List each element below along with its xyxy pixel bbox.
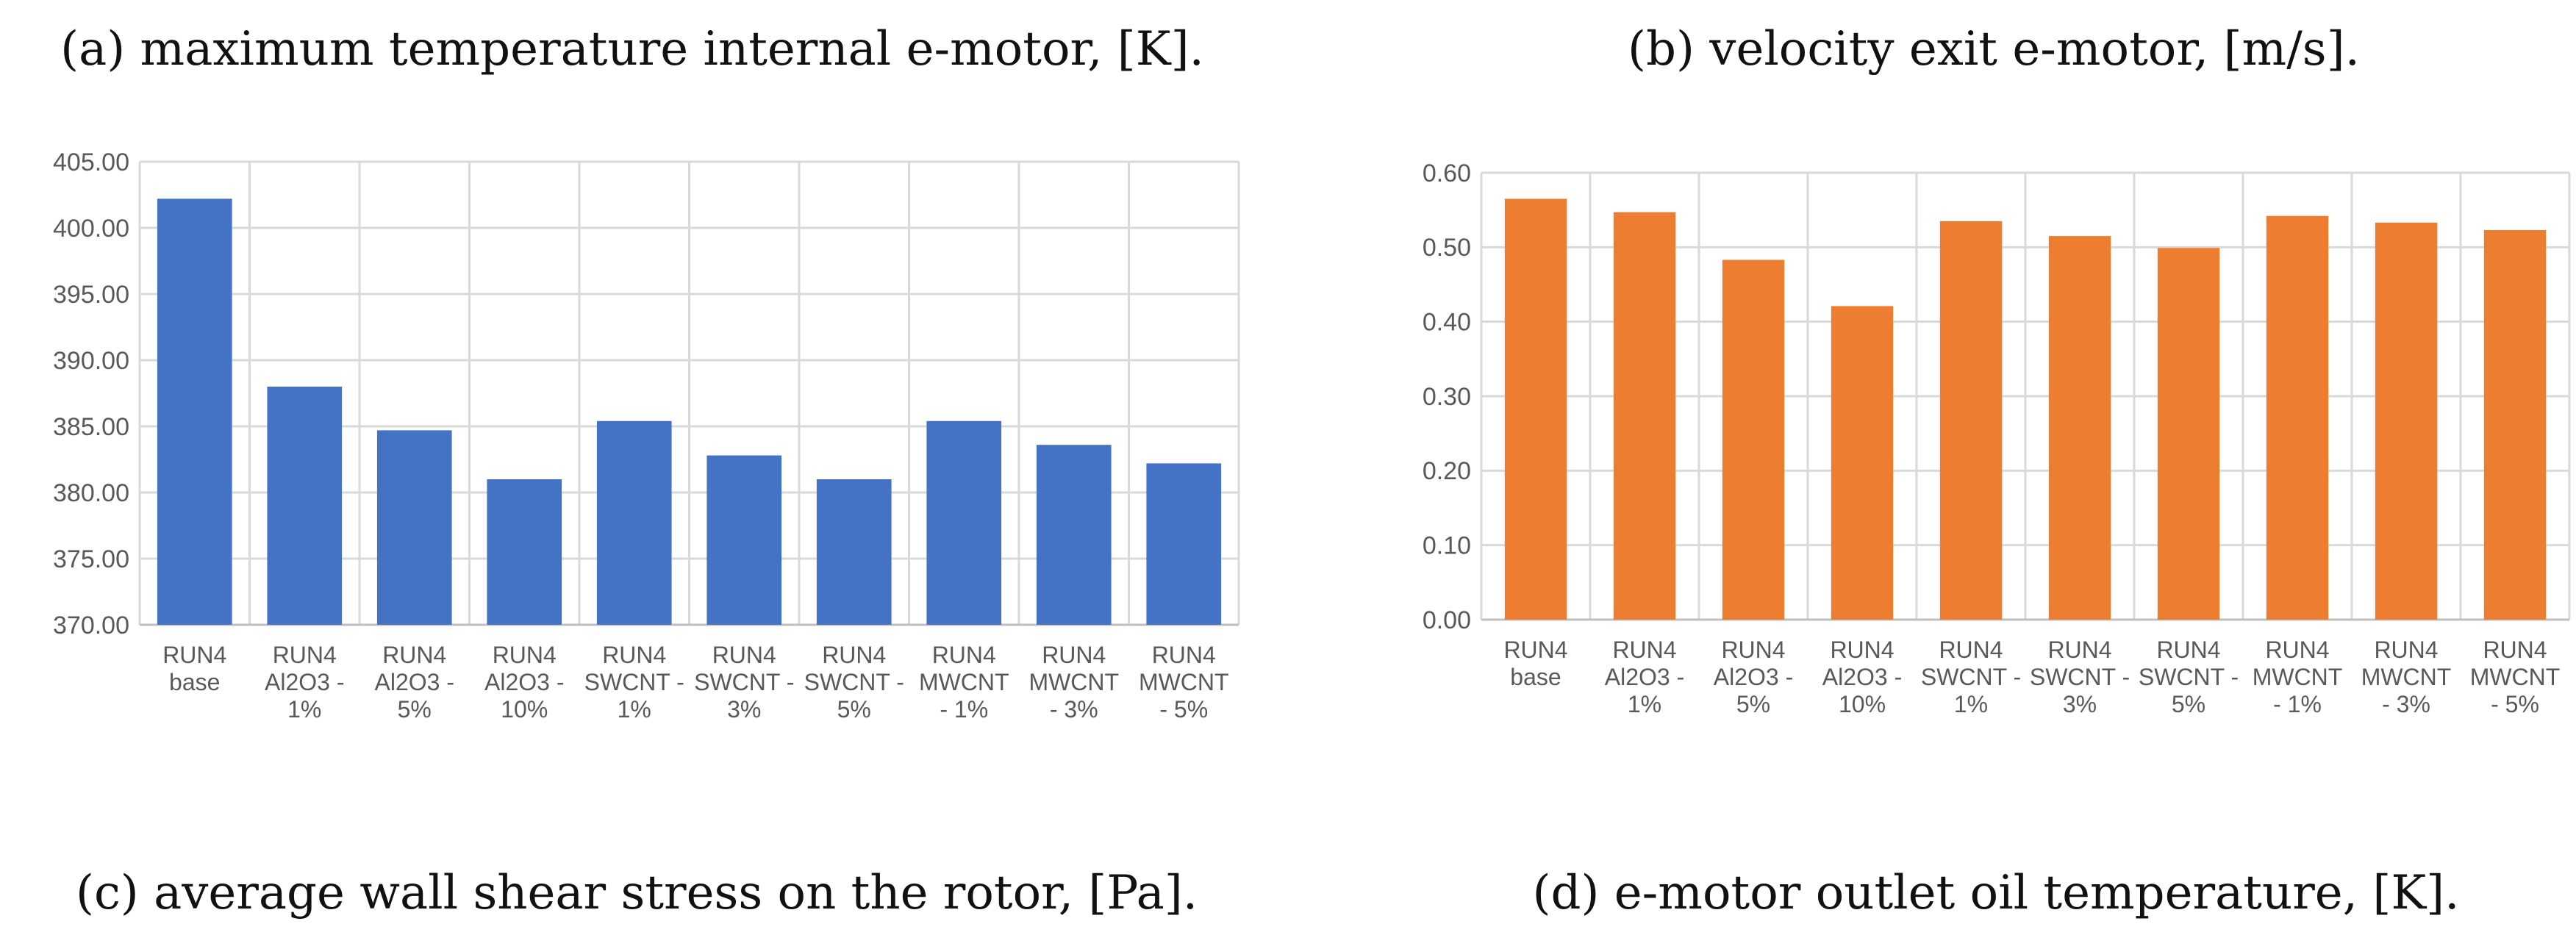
bar-a-8 [1036, 445, 1112, 625]
y-tick-label: 0.50 [1423, 234, 1471, 262]
bar-b-2 [1722, 259, 1785, 620]
bar-b-7 [2266, 215, 2329, 620]
y-tick-label: 0.30 [1423, 383, 1471, 411]
x-category-label: 5% [398, 696, 432, 723]
x-category-label: - 1% [940, 696, 988, 723]
x-category-label: RUN4 [2265, 637, 2329, 663]
x-category-label: Al2O3 - [1822, 664, 1902, 690]
bar-a-6 [816, 479, 892, 625]
x-category-label: MWCNT [919, 669, 1009, 695]
x-category-label: RUN4 [1939, 637, 2003, 663]
caption-a: (a) maximum temperature internal e-motor… [60, 22, 1204, 76]
x-category-label: RUN4 [1721, 637, 1785, 663]
x-category-label: RUN4 [2047, 637, 2111, 663]
bar-a-0 [157, 198, 232, 625]
x-category-label: 10% [1839, 691, 1886, 717]
x-category-label: Al2O3 - [1714, 664, 1793, 690]
x-category-label: - 3% [1050, 696, 1098, 723]
x-category-label: 5% [837, 696, 871, 723]
x-category-label: RUN4 [822, 642, 886, 668]
x-category-label: RUN4 [1503, 637, 1567, 663]
y-tick-label: 390.00 [53, 347, 129, 375]
x-category-label: RUN4 [162, 642, 226, 668]
bar-b-0 [1504, 198, 1567, 620]
x-category-label: RUN4 [712, 642, 776, 668]
x-category-label: MWCNT [2253, 664, 2343, 690]
x-category-label: Al2O3 - [1605, 664, 1684, 690]
caption-d: (d) e-motor outlet oil temperature, [K]. [1532, 866, 2460, 920]
y-tick-label: 0.60 [1423, 160, 1471, 187]
y-tick-label: 405.00 [53, 148, 129, 176]
x-category-label: 5% [1736, 691, 1770, 717]
y-tick-label: 395.00 [53, 281, 129, 309]
bar-b-1 [1613, 212, 1676, 620]
x-category-label: base [1510, 664, 1561, 690]
x-category-label: 5% [2172, 691, 2205, 717]
bar-a-9 [1146, 463, 1222, 625]
bar-b-3 [1831, 306, 1894, 620]
bar-a-1 [267, 387, 343, 625]
x-category-label: RUN4 [602, 642, 666, 668]
x-category-label: RUN4 [1612, 637, 1676, 663]
caption-c: (c) average wall shear stress on the rot… [75, 866, 1198, 920]
x-category-label: SWCNT - [584, 669, 684, 695]
bar-a-5 [706, 455, 782, 625]
y-tick-label: 0.10 [1423, 532, 1471, 560]
y-tick-label: 375.00 [53, 545, 129, 573]
x-category-label: RUN4 [1042, 642, 1106, 668]
bar-a-7 [926, 420, 1002, 625]
x-category-label: Al2O3 - [375, 669, 454, 695]
x-category-label: RUN4 [382, 642, 446, 668]
x-category-label: MWCNT [1139, 669, 1229, 695]
bar-b-9 [2483, 230, 2547, 620]
x-category-label: RUN4 [2483, 637, 2547, 663]
y-tick-label: 380.00 [53, 479, 129, 507]
y-tick-label: 0.00 [1423, 606, 1471, 634]
x-category-label: 3% [727, 696, 761, 723]
bar-a-4 [596, 420, 672, 625]
x-category-label: - 3% [2382, 691, 2430, 717]
caption-b: (b) velocity exit e-motor, [m/s]. [1628, 22, 2360, 76]
x-category-label: 1% [287, 696, 321, 723]
x-category-label: RUN4 [932, 642, 996, 668]
x-category-label: SWCNT - [804, 669, 904, 695]
x-category-label: Al2O3 - [484, 669, 564, 695]
bar-a-2 [376, 430, 452, 625]
bar-b-6 [2157, 248, 2220, 620]
x-category-label: MWCNT [2361, 664, 2452, 690]
x-category-label: 1% [1628, 691, 1661, 717]
chart-a: 370.00 375.00 380.00 385.00 390.00 395.00 400.… [53, 148, 1240, 723]
bar-b-4 [1939, 221, 2003, 620]
x-category-label: - 5% [2491, 691, 2539, 717]
x-category-label: Al2O3 - [265, 669, 344, 695]
x-category-label: 1% [1954, 691, 1988, 717]
bar-b-5 [2048, 236, 2111, 620]
x-category-label: RUN4 [273, 642, 337, 668]
x-category-label: 3% [2063, 691, 2097, 717]
x-category-label: SWCNT - [2030, 664, 2130, 690]
y-tick-label: 400.00 [53, 215, 129, 243]
x-category-label: RUN4 [493, 642, 557, 668]
x-category-label: - 5% [1159, 696, 1208, 723]
bar-a-3 [487, 479, 562, 625]
y-tick-label: 370.00 [53, 612, 129, 639]
x-category-label: 1% [618, 696, 651, 723]
x-category-label: RUN4 [1152, 642, 1216, 668]
x-category-label: - 1% [2273, 691, 2322, 717]
y-tick-label: 0.40 [1423, 309, 1471, 337]
x-category-label: SWCNT - [694, 669, 794, 695]
x-category-label: RUN4 [1830, 637, 1894, 663]
y-tick-label: 0.20 [1423, 457, 1471, 485]
x-category-label: SWCNT - [1921, 664, 2021, 690]
x-category-label: RUN4 [2374, 637, 2438, 663]
x-category-label: MWCNT [1028, 669, 1119, 695]
x-category-label: SWCNT - [2139, 664, 2239, 690]
x-category-label: RUN4 [2156, 637, 2220, 663]
x-category-label: MWCNT [2470, 664, 2561, 690]
y-tick-label: 385.00 [53, 413, 129, 441]
x-category-label: base [169, 669, 220, 695]
chart-b: 0.000.100.200.300.400.500.60RUN4baseRUN4… [1423, 160, 2571, 717]
x-category-label: 10% [501, 696, 548, 723]
bar-b-8 [2375, 222, 2438, 620]
